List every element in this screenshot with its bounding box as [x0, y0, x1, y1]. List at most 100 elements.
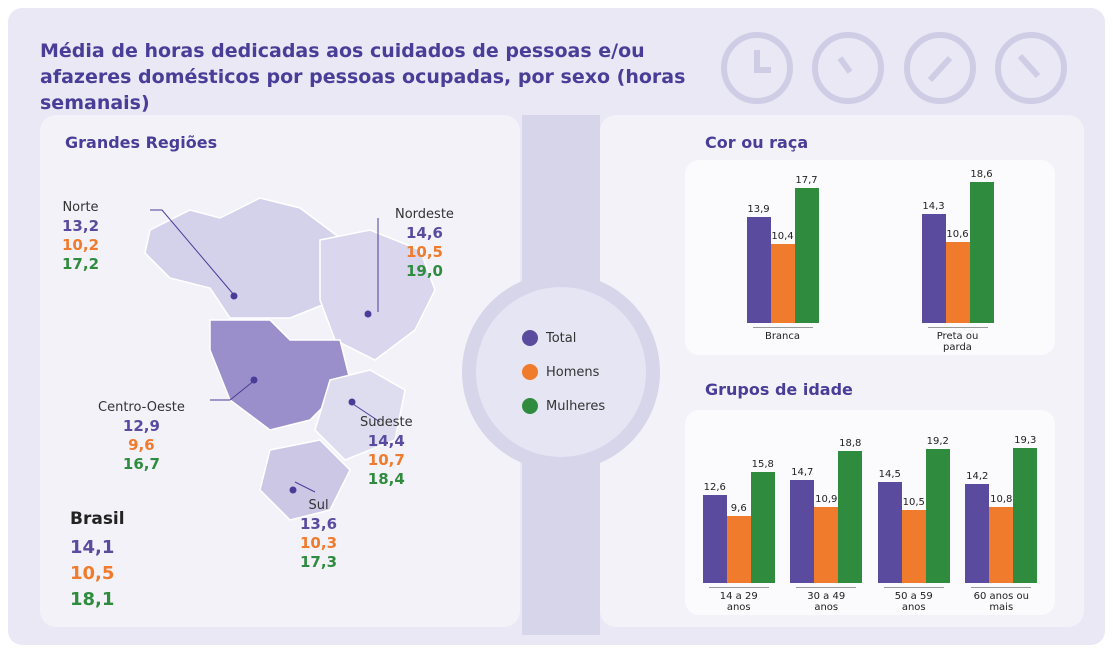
- legend-entry: Homens: [522, 364, 599, 380]
- region-label: Sul 13,6 10,3 17,3: [300, 496, 337, 572]
- value-label: 10,6: [946, 229, 969, 241]
- region-name: Norte: [62, 200, 99, 215]
- region-value: 14,4: [367, 432, 405, 450]
- region-label: Sudeste 14,4 10,7 18,4: [360, 413, 413, 489]
- legend-swatch: [522, 398, 538, 414]
- value-label: 14,2: [966, 470, 989, 482]
- region-value: 12,9: [122, 417, 160, 435]
- value-label: 18,8: [839, 438, 862, 450]
- bar-group: 14,3 10,6 18,6 Preta ou parda: [913, 169, 1003, 355]
- bar: [746, 217, 771, 323]
- bar-column: 9,6: [726, 502, 751, 583]
- bar: [814, 506, 839, 583]
- value-label: 18,6: [970, 168, 993, 180]
- value-label: 19,2: [926, 435, 949, 447]
- region-value: 17,2: [62, 255, 100, 273]
- bar-column: 19,3: [1013, 434, 1038, 583]
- region-name: Sul: [308, 498, 329, 513]
- legend-entry: Mulheres: [522, 398, 605, 414]
- bar: [945, 242, 970, 323]
- bar-column: 14,2: [965, 470, 990, 583]
- value-label: 10,4: [771, 230, 794, 242]
- bars: 14,3 10,6 18,6: [921, 168, 994, 323]
- bar-group: 14,7 10,9 18,8 30 a 49 anos: [783, 438, 871, 615]
- bar: [1013, 447, 1038, 583]
- region-value: 18,1: [70, 589, 115, 610]
- bar-column: 18,6: [969, 168, 994, 323]
- legend-swatch: [522, 364, 538, 380]
- region-label: Centro-Oeste 12,9 9,6 16,7: [98, 398, 185, 474]
- region-value: 10,7: [367, 451, 405, 469]
- legend-entry: Total: [522, 330, 576, 346]
- bar-column: 19,2: [925, 435, 950, 583]
- bar: [794, 188, 819, 323]
- region-value: 14,6: [405, 224, 443, 242]
- region-label: Brasil 14,1 10,5 18,1: [70, 510, 125, 613]
- value-label: 15,8: [751, 459, 774, 471]
- bar: [702, 494, 727, 583]
- legend-label: Mulheres: [546, 398, 606, 414]
- category-label: 60 anos ou mais: [971, 587, 1032, 615]
- bar: [726, 515, 751, 583]
- map: [144, 197, 436, 521]
- value-label: 14,3: [922, 201, 945, 213]
- bars: 14,2 10,8 19,3: [965, 434, 1038, 583]
- title: Média de horas dedicadas aos cuidados de…: [40, 40, 686, 114]
- bar-column: 14,5: [877, 468, 902, 583]
- category-label: Preta ou parda: [927, 327, 988, 355]
- bar: [770, 243, 795, 323]
- value-label: 12,6: [703, 481, 726, 493]
- bar: [921, 214, 946, 323]
- value-label: 10,9: [815, 493, 838, 505]
- region-value: 10,3: [300, 534, 338, 552]
- value-label: 9,6: [730, 502, 747, 514]
- bar: [838, 451, 863, 583]
- region-name: Nordeste: [395, 207, 454, 222]
- bar-column: 14,3: [921, 201, 946, 323]
- region-value: 10,2: [62, 236, 100, 254]
- bar: [750, 472, 775, 583]
- region-value: 17,3: [300, 553, 338, 571]
- category-label: 50 a 59 anos: [883, 587, 944, 615]
- bar-column: 10,8: [989, 494, 1014, 583]
- bars: 14,5 10,5 19,2: [877, 435, 950, 583]
- bar-column: 14,7: [790, 467, 815, 583]
- category-label: 14 a 29 anos: [708, 587, 769, 615]
- chart-title: Grupos de idade: [705, 380, 853, 399]
- bar-column: 15,8: [750, 459, 775, 583]
- clocks: [721, 32, 1067, 104]
- value-label: 13,9: [747, 204, 770, 216]
- bars: 12,6 9,6 15,8: [702, 459, 775, 583]
- region-value: 19,0: [405, 262, 443, 280]
- bar-column: 10,4: [770, 230, 795, 323]
- bar-column: 10,6: [945, 229, 970, 323]
- region-value: 9,6: [128, 436, 155, 454]
- bar-group: 12,6 9,6 15,8 14 a 29 anos: [695, 459, 783, 615]
- category-label: Branca: [752, 327, 813, 355]
- chart: 13,9 10,4 17,7 Branca 14,3 10,6 18,6 Preta ou p…: [695, 169, 1045, 355]
- bar: [965, 483, 990, 583]
- value-label: 19,3: [1014, 434, 1037, 446]
- value-label: 14,7: [791, 467, 814, 479]
- bar-column: 12,6: [702, 481, 727, 583]
- bars: 14,7 10,9 18,8: [790, 438, 863, 583]
- region-name: Centro-Oeste: [98, 400, 185, 415]
- legend-label: Homens: [546, 364, 600, 380]
- value-label: 10,8: [990, 494, 1013, 506]
- region-value: 10,5: [405, 243, 443, 261]
- bar-column: 18,8: [838, 438, 863, 583]
- bars: 13,9 10,4 17,7: [746, 175, 819, 323]
- bar: [901, 509, 926, 583]
- bar-group: 14,2 10,8 19,3 60 anos ou mais: [958, 435, 1046, 615]
- region-label: Norte 13,2 10,2 17,2: [62, 198, 99, 274]
- bar: [969, 181, 994, 323]
- legend-label: Total: [546, 330, 577, 346]
- value-label: 14,5: [878, 468, 901, 480]
- bar-column: 10,9: [814, 493, 839, 583]
- chart: 12,6 9,6 15,8 14 a 29 anos 14,7 10,9 18,8 30 a …: [695, 420, 1045, 615]
- bar-column: 17,7: [794, 175, 819, 323]
- bar-column: 10,5: [901, 497, 926, 583]
- value-label: 17,7: [795, 175, 818, 187]
